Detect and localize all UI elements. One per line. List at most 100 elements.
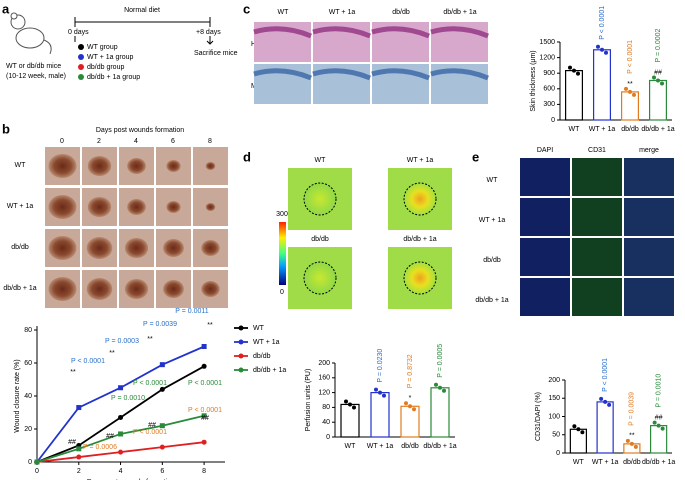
legend-label: db/db (253, 353, 271, 360)
row-label: WT (15, 162, 27, 169)
bar (370, 392, 390, 438)
age-text: (10-12 week, male) (6, 73, 66, 80)
tissue (371, 68, 430, 81)
roi (403, 261, 437, 295)
image-label: db/db + 1a (403, 236, 436, 243)
flow (404, 183, 436, 215)
marker (76, 446, 82, 452)
wound (86, 237, 113, 259)
x-tick-label: WT + 1a (592, 459, 619, 466)
x-tick-label: 0 (35, 468, 39, 475)
y-tick-label: 40 (322, 419, 330, 426)
y-axis-label: Wound closure rate (%) (14, 359, 21, 432)
row-label: WT + 1a (7, 203, 34, 210)
image-label: WT + 1a (407, 157, 434, 164)
wound (201, 281, 220, 297)
dot (656, 423, 661, 428)
marker (159, 386, 165, 392)
p-value: P < 0.0001 (599, 6, 606, 40)
marker (118, 385, 124, 391)
x-tick-label: db/db (623, 459, 641, 466)
dot (382, 393, 386, 398)
col-label: db/db + 1a (443, 9, 476, 16)
significance: ## (654, 69, 662, 76)
group-dot (78, 44, 84, 50)
dot (568, 65, 572, 70)
dot (604, 50, 608, 55)
bar (648, 79, 667, 121)
dot (652, 420, 657, 425)
flow (404, 262, 436, 294)
wound (86, 278, 113, 300)
tissue (253, 26, 312, 39)
dot (599, 396, 604, 401)
end-text: +8 days (196, 29, 221, 36)
y-axis-label: Perfusion units (PU) (305, 369, 312, 432)
x-tick-label: WT + 1a (367, 443, 394, 450)
y-tick-label: 0 (28, 459, 32, 466)
row-label: WT + 1a (479, 217, 506, 224)
immuno-image (624, 278, 674, 316)
annotation: P < 0.0001 (188, 380, 222, 387)
wound (166, 201, 181, 213)
dot (580, 430, 585, 435)
y-tick-label: 0 (326, 434, 330, 441)
wound (201, 240, 220, 256)
dot (344, 399, 348, 404)
annotation: P = 0.0039 (143, 321, 177, 328)
p-value: P = 0.8732 (407, 354, 414, 388)
marker (159, 423, 165, 429)
immuno-image (520, 158, 570, 196)
col-label: merge (639, 147, 659, 154)
y-tick-label: 200 (548, 377, 560, 384)
mouse-icon (10, 12, 52, 55)
tissue (371, 26, 430, 39)
bar (564, 69, 583, 121)
dot (438, 385, 442, 390)
annotation: P < 0.0001 (133, 429, 167, 436)
tissue (430, 68, 489, 81)
col-label: CD31 (588, 147, 606, 154)
x-tick-label: WT (345, 443, 357, 450)
tissue (430, 26, 489, 39)
marker (34, 459, 40, 465)
col-label: DAPI (537, 147, 553, 154)
dot (600, 47, 604, 52)
x-tick-label: WT (569, 126, 581, 133)
row-label: WT (487, 177, 499, 184)
colorbar-label: 300 (276, 211, 288, 218)
y-tick-label: 100 (548, 413, 560, 420)
arrow (206, 36, 214, 45)
annotation: ** (207, 322, 213, 329)
immuno-image (572, 158, 622, 196)
dot (656, 78, 660, 83)
x-tick-label: db/db + 1a (423, 443, 456, 450)
marker (159, 362, 165, 368)
dot (660, 426, 665, 431)
immuno-image (624, 198, 674, 236)
legend-label: WT + 1a (253, 339, 280, 346)
roi (303, 261, 337, 295)
wound (166, 160, 181, 172)
bar (596, 401, 614, 454)
wound (205, 203, 216, 211)
dot (629, 441, 634, 446)
group-dot (78, 54, 84, 60)
marker (201, 344, 207, 349)
wound (124, 279, 149, 299)
immuno-image (572, 198, 622, 236)
panel-label: b (2, 121, 10, 136)
legend-marker (238, 339, 244, 345)
y-tick-label: 50 (552, 432, 560, 439)
col-label: db/db (392, 9, 410, 16)
dot (624, 86, 628, 91)
y-tick-label: 40 (24, 393, 32, 400)
annotation: P < 0.0001 (188, 407, 222, 414)
immuno-image (520, 278, 570, 316)
legend-label: WT (253, 325, 265, 332)
annotation: ## (68, 439, 76, 446)
row-label: db/db (483, 257, 501, 264)
x-tick-label: WT (573, 459, 585, 466)
group-label: WT + 1a group (87, 54, 133, 61)
annotation: ** (109, 350, 115, 357)
